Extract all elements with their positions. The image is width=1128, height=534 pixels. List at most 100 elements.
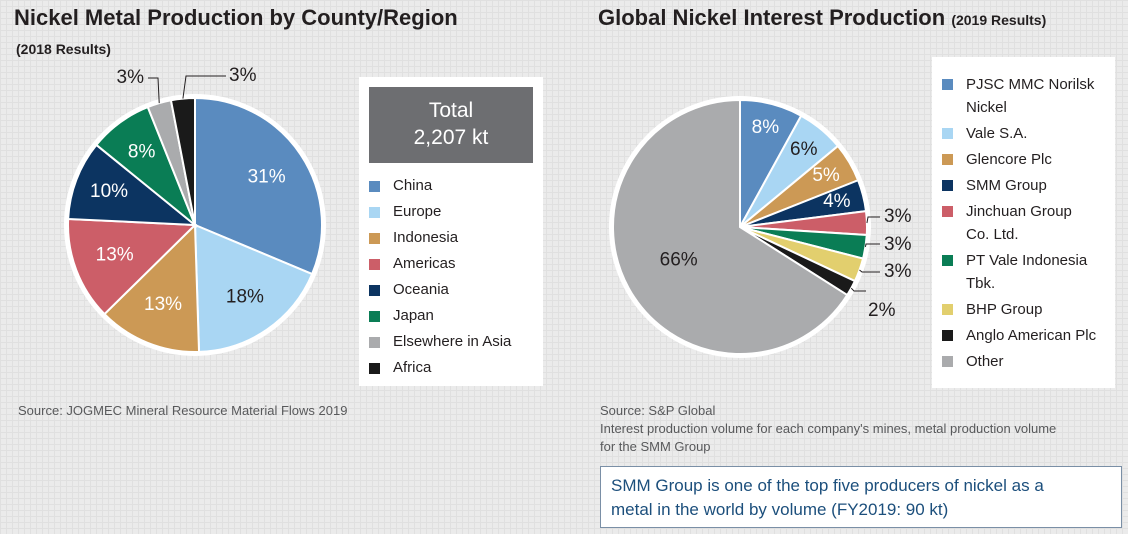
legend-item-other: Other	[942, 350, 1096, 376]
right-chart-subtitle: (2019 Results)	[951, 12, 1047, 28]
pie-label-china: 31%	[248, 166, 286, 187]
right-source: Source: S&P Global Interest production v…	[600, 402, 1056, 456]
legend-swatch-americas	[369, 258, 380, 270]
legend-item-elsewhere-in-asia: Elsewhere in Asia	[369, 332, 511, 358]
legend-label-africa: Africa	[393, 359, 432, 376]
legend-label-jinchuan-group-co-ltd-line-2: Co. Ltd.	[966, 226, 1019, 243]
legend-label-vale-s-a: Vale S.A.	[966, 125, 1028, 142]
right-legend-box: PJSC MMC Norilsk Nickel Vale S.A. Glencore …	[932, 57, 1115, 388]
legend-item-china: China	[369, 176, 511, 202]
pie-label-americas: 13%	[96, 245, 134, 266]
legend-swatch-jinchuan-group-co-ltd	[942, 206, 953, 217]
right-source-line-2: Interest production volume for each comp…	[600, 421, 1057, 436]
pie-slice-china	[194, 96, 323, 276]
legend-swatch-other	[942, 356, 953, 367]
pie-slice-indonesia	[103, 222, 201, 353]
legend-swatch-africa	[369, 362, 380, 374]
legend-item-europe: Europe	[369, 202, 511, 228]
pie-label-indonesia: 13%	[144, 294, 182, 315]
pie-label-jinchuan-group-co-ltd: 3%	[884, 206, 912, 227]
pie-label-japan: 8%	[128, 142, 156, 163]
legend-item-indonesia: Indonesia	[369, 228, 511, 254]
legend-label-smm-group: SMM Group	[966, 177, 1047, 194]
legend-label-pt-vale-indonesia-tbk-line-2: Tbk.	[966, 275, 996, 292]
legend-item-glencore-plc: Glencore Plc	[942, 148, 1096, 174]
right-source-line-1: Source: S&P Global	[600, 403, 716, 418]
legend-label-bhp-group: BHP Group	[966, 301, 1043, 318]
pie-outline	[609, 96, 871, 358]
legend-item-africa: Africa	[369, 358, 511, 384]
smm-callout-box: SMM Group is one of the top five produce…	[600, 466, 1122, 528]
leader-line-africa	[182, 75, 226, 99]
legend-item-pt-vale-indonesia-tbk: PT Vale Indonesia Tbk.	[942, 249, 1096, 298]
legend-label-china: China	[393, 177, 433, 194]
legend-label-pjsc-mmc-norilsk-nickel-line-2: Nickel	[966, 99, 1007, 116]
right-source-line-3: for the SMM Group	[600, 439, 711, 454]
left-source: Source: JOGMEC Mineral Resource Material…	[18, 403, 348, 418]
left-chart-subtitle: (2018 Results)	[16, 41, 111, 57]
pie-slice-other	[612, 98, 849, 355]
legend-label-pt-vale-indonesia-tbk: PT Vale Indonesia	[966, 252, 1088, 269]
legend-label-oceania: Oceania	[393, 281, 449, 298]
legend-item-jinchuan-group-co-ltd: Jinchuan Group Co. Ltd.	[942, 200, 1096, 249]
legend-swatch-japan	[369, 310, 380, 322]
legend-swatch-bhp-group	[942, 304, 953, 315]
leader-line-elsewhere-in-asia	[148, 77, 160, 104]
pie-label-bhp-group: 3%	[884, 261, 912, 282]
left-legend-box: Total 2,207 kt China Europe Indonesia Ameri…	[359, 77, 543, 386]
legend-swatch-oceania	[369, 284, 380, 296]
legend-item-oceania: Oceania	[369, 280, 511, 306]
callout-line-1: SMM Group is one of the top five produce…	[611, 476, 1044, 495]
legend-swatch-smm-group	[942, 180, 953, 191]
pie-label-pjsc-mmc-norilsk-nickel: 8%	[752, 117, 780, 138]
legend-label-europe: Europe	[393, 203, 442, 220]
leader-line-pt-vale-indonesia-tbk	[864, 243, 880, 247]
pie-label-africa: 3%	[229, 65, 257, 86]
pie-slice-oceania	[67, 143, 198, 227]
pie-label-other: 66%	[660, 250, 698, 271]
legend-label-pjsc-mmc-norilsk-nickel: PJSC MMC Norilsk	[966, 76, 1095, 93]
total-value: 2,207 kt	[413, 126, 489, 149]
legend-item-pjsc-mmc-norilsk-nickel: PJSC MMC Norilsk Nickel	[942, 73, 1096, 122]
leader-line-jinchuan-group-co-ltd	[866, 216, 880, 224]
legend-swatch-indonesia	[369, 232, 380, 244]
legend-item-anglo-american-plc: Anglo American Plc	[942, 324, 1096, 350]
legend-label-anglo-american-plc: Anglo American Plc	[966, 327, 1097, 344]
legend-swatch-china	[369, 180, 380, 192]
legend-swatch-pt-vale-indonesia-tbk	[942, 255, 953, 266]
legend-item-bhp-group: BHP Group	[942, 298, 1096, 324]
legend-item-japan: Japan	[369, 306, 511, 332]
pie-label-smm-group: 4%	[823, 191, 851, 212]
pie-slice-europe	[193, 223, 314, 353]
legend-swatch-europe	[369, 206, 380, 218]
leader-line-anglo-american-plc	[850, 287, 866, 292]
left-legend: China Europe Indonesia Americas Oceania Japan…	[369, 176, 511, 384]
legend-swatch-vale-s-a	[942, 128, 953, 139]
legend-swatch-elsewhere-in-asia	[369, 336, 380, 348]
pie-label-oceania: 10%	[90, 181, 128, 202]
legend-item-americas: Americas	[369, 254, 511, 280]
pie-label-elsewhere-in-asia: 3%	[117, 67, 145, 88]
legend-label-glencore-plc: Glencore Plc	[966, 151, 1052, 168]
pie-label-pt-vale-indonesia-tbk: 3%	[884, 234, 912, 255]
pie-outline	[64, 94, 326, 356]
total-box: Total 2,207 kt	[369, 87, 533, 163]
right-legend: PJSC MMC Norilsk Nickel Vale S.A. Glencore …	[942, 73, 1096, 376]
legend-label-americas: Americas	[393, 255, 456, 272]
pie-label-glencore-plc: 5%	[812, 165, 840, 186]
legend-swatch-glencore-plc	[942, 154, 953, 165]
legend-item-smm-group: SMM Group	[942, 174, 1096, 200]
right-chart-title: Global Nickel Interest Production (2019 …	[598, 5, 1046, 31]
leader-line-bhp-group	[859, 269, 880, 273]
legend-swatch-anglo-american-plc	[942, 330, 953, 341]
pie-label-vale-s-a: 6%	[790, 139, 818, 160]
right-chart-title-text: Global Nickel Interest Production	[598, 5, 946, 30]
legend-label-indonesia: Indonesia	[393, 229, 459, 246]
pie-label-anglo-american-plc: 2%	[868, 300, 896, 321]
legend-label-elsewhere-in-asia: Elsewhere in Asia	[393, 333, 512, 350]
total-label: Total	[428, 99, 474, 122]
left-chart-title: Nickel Metal Production by County/Region	[14, 5, 458, 30]
legend-swatch-pjsc-mmc-norilsk-nickel	[942, 79, 953, 90]
